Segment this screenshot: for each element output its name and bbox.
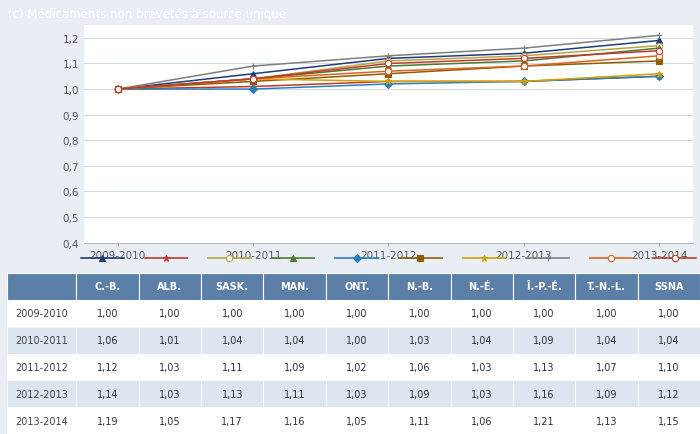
Text: (c) Médicaments non brevetés à source unique: (c) Médicaments non brevetés à source un… xyxy=(8,8,286,21)
